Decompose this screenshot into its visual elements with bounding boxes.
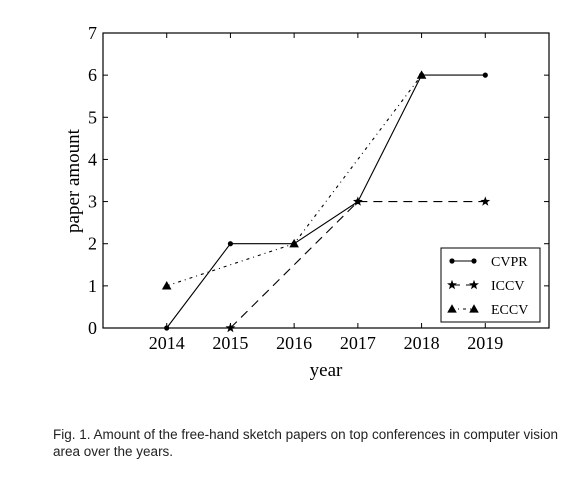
legend-marker [471, 258, 477, 264]
series-layer [161, 70, 491, 333]
y-tick-label: 1 [88, 276, 97, 296]
legend-label: CVPR [491, 255, 528, 270]
data-point-cvpr [164, 325, 170, 331]
plot-frame [102, 32, 550, 329]
y-tick-label: 0 [88, 318, 97, 338]
legend-marker [447, 304, 457, 313]
x-tick-label: 2019 [467, 333, 503, 353]
figure-caption: Fig. 1. Amount of the free-hand sketch p… [53, 427, 559, 459]
y-axis: 0 1 2 3 4 5 6 7 [88, 23, 549, 338]
data-point-cvpr [227, 241, 234, 247]
y-tick-label: 3 [88, 192, 97, 212]
series-eccv [161, 70, 427, 290]
data-point-eccv [161, 281, 172, 290]
series-line-cvpr [166, 74, 486, 329]
y-tick-label: 2 [88, 234, 97, 254]
y-tick-label: 5 [88, 107, 97, 127]
data-point-iccv [225, 322, 236, 333]
x-tick-label: 2018 [404, 333, 440, 353]
legend: CVPR ICCV ECCV [440, 247, 541, 323]
y-tick-label: 6 [88, 65, 97, 85]
legend-marker [447, 279, 457, 290]
series-line-eccv [166, 74, 423, 287]
y-tick-label: 4 [88, 149, 97, 169]
y-axis-label: paper amount [63, 128, 84, 233]
series-iccv [225, 196, 491, 333]
data-point-eccv [416, 70, 427, 79]
x-tick-label: 2015 [212, 333, 248, 353]
legend-marker [469, 279, 479, 290]
y-tick-label: 7 [88, 23, 97, 43]
x-tick-label: 2017 [340, 333, 376, 353]
legend-label: ICCV [491, 279, 524, 294]
x-tick-label: 2014 [149, 333, 185, 353]
x-axis: 2014 2015 2016 2017 2018 2019 [149, 33, 503, 353]
data-point-cvpr [482, 72, 488, 78]
legend-marker [449, 258, 455, 264]
x-tick-label: 2016 [276, 333, 312, 353]
x-axis-label: year [310, 360, 343, 381]
data-point-iccv [480, 196, 491, 206]
line-chart: 0 1 2 3 4 5 6 7 2014 2015 2016 2017 2018 2019 year p… [63, 23, 550, 381]
data-point-iccv [352, 196, 363, 206]
legend-marker [469, 304, 479, 313]
data-point-eccv [289, 238, 299, 248]
legend-label: ECCV [491, 303, 528, 318]
